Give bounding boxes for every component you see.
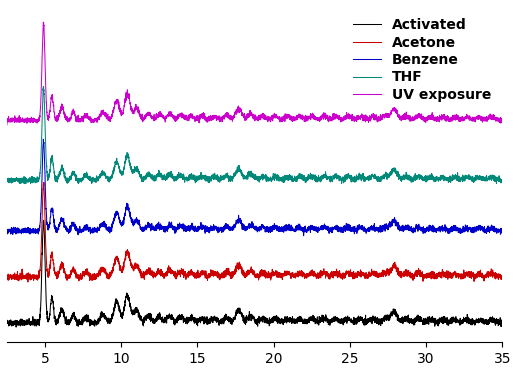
Acetone: [216, 275, 222, 280]
Activated: [459, 320, 466, 324]
Benzene: [459, 230, 466, 235]
Activated: [40, 218, 47, 222]
UV exposure: [459, 115, 466, 120]
Acetone: [459, 274, 466, 278]
Activated: [239, 313, 246, 317]
THF: [459, 179, 466, 184]
Benzene: [239, 223, 246, 227]
UV exposure: [212, 114, 218, 119]
Activated: [499, 320, 506, 325]
Line: Activated: Activated: [7, 220, 502, 327]
Activated: [216, 320, 222, 325]
Acetone: [4, 278, 10, 282]
UV exposure: [40, 20, 47, 24]
Legend: Activated, Acetone, Benzene, THF, UV exposure: Activated, Acetone, Benzene, THF, UV exp…: [349, 14, 495, 106]
Acetone: [499, 274, 506, 278]
Benzene: [300, 233, 307, 238]
UV exposure: [484, 118, 491, 122]
THF: [364, 175, 370, 179]
THF: [216, 175, 222, 179]
Activated: [13, 325, 19, 329]
Benzene: [499, 230, 506, 234]
Acetone: [212, 270, 219, 275]
UV exposure: [4, 123, 10, 127]
UV exposure: [364, 117, 370, 122]
THF: [239, 172, 246, 176]
Activated: [4, 320, 10, 324]
Acetone: [364, 273, 370, 278]
UV exposure: [239, 112, 246, 117]
THF: [499, 178, 506, 183]
Benzene: [4, 232, 10, 236]
Acetone: [239, 269, 246, 274]
Benzene: [216, 226, 222, 231]
Activated: [364, 321, 370, 326]
Line: UV exposure: UV exposure: [7, 22, 502, 125]
THF: [21, 182, 27, 186]
Line: Acetone: Acetone: [7, 182, 502, 282]
Benzene: [484, 226, 491, 231]
THF: [484, 178, 491, 182]
Line: THF: THF: [7, 87, 502, 184]
Line: Benzene: Benzene: [7, 139, 502, 236]
Benzene: [364, 227, 370, 232]
UV exposure: [499, 118, 506, 122]
Acetone: [41, 180, 47, 185]
Activated: [484, 322, 491, 326]
Acetone: [25, 280, 31, 284]
Acetone: [484, 269, 491, 274]
THF: [4, 179, 10, 183]
UV exposure: [216, 117, 222, 121]
Benzene: [40, 137, 47, 141]
Activated: [212, 318, 219, 323]
THF: [40, 84, 47, 89]
THF: [212, 173, 219, 178]
Benzene: [212, 224, 218, 229]
